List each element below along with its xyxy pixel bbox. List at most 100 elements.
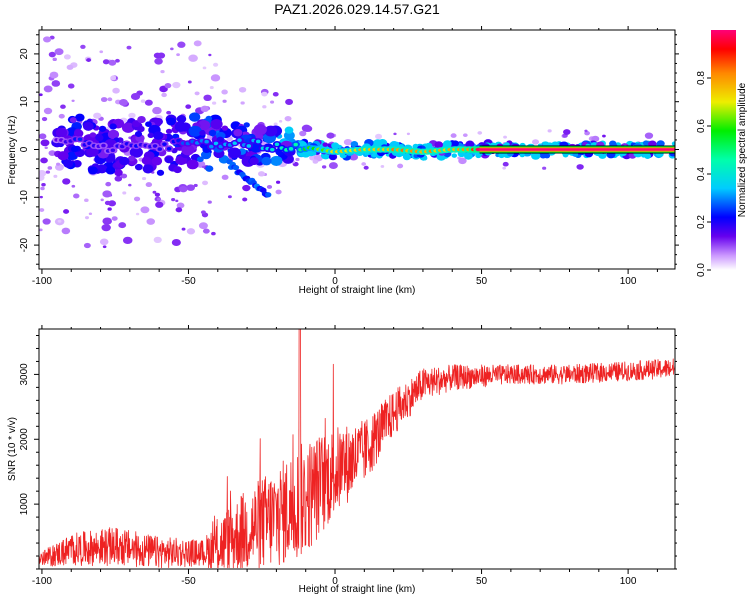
spectrogram-noise-blob [99, 50, 104, 54]
snr-x-tick-label: -100 [32, 576, 52, 587]
spectrogram-noise-blob [164, 83, 172, 89]
spectrogram-energy-blob [151, 156, 163, 166]
colorbar-tick-label: 0.2 [696, 215, 707, 229]
spectrogram-noise-blob [107, 97, 113, 102]
spectrogram-noise-blob [542, 166, 547, 170]
spectrogram-noise-blob [41, 182, 46, 187]
spectrogram-energy-blob [119, 156, 130, 166]
colorbar-tick-label: 0.6 [696, 119, 707, 133]
snr-series-line [39, 329, 675, 569]
spectrogram-noise-blob [266, 184, 273, 189]
spectrogram-noise-blob [193, 183, 198, 188]
spectrogram-x-tick-label: -100 [32, 276, 52, 287]
spectrogram-noise-blob [591, 135, 600, 142]
snr-y-label: SNR (10 * v/v) [7, 417, 18, 481]
spectrogram-energy-blob [270, 155, 283, 166]
spectrogram-energy-blob [129, 146, 143, 158]
spectrogram-x-ticks: -100 -50 0 50 100 [32, 26, 658, 287]
spectrogram-noise-blob [285, 98, 294, 105]
spectrogram-noise-blob [39, 208, 45, 212]
spectrogram-noise-blob [272, 91, 279, 97]
spectrogram-noise-blob [133, 196, 141, 202]
spectrogram-noise-blob [211, 231, 216, 236]
spectrogram-energy-blob [671, 141, 675, 146]
spectrogram-energy-blob [233, 129, 243, 137]
spectrogram-energy-blob [86, 146, 99, 157]
spectrogram-y-tick-label: 10 [19, 96, 30, 108]
spectrogram-noise-blob [284, 115, 292, 122]
spectrogram-noise-blob [270, 100, 275, 104]
spectrogram-noise-blob [238, 86, 247, 93]
spectrogram-energy-blob [137, 116, 146, 124]
spectrogram-noise-blob [502, 166, 506, 170]
spectrogram-energy-blob [189, 112, 201, 122]
spectrogram-noise-blob [71, 99, 75, 103]
spectrogram-energy-blob [153, 131, 164, 140]
spectrogram-energy-blob [166, 117, 176, 126]
spectrogram-energy-blob [142, 164, 154, 174]
spectrogram-ridge-core [209, 144, 214, 149]
spectrogram-y-tick-label: -10 [19, 190, 30, 205]
spectrogram-energy-blob [205, 165, 214, 172]
colorbar-tick-label: 0.8 [696, 71, 707, 85]
spectrogram-energy-blob [350, 141, 359, 148]
spectrogram-noise-blob [301, 124, 312, 132]
spectrogram-noise-blob [160, 69, 165, 74]
spectrogram-energy-blob [531, 151, 541, 160]
spectrogram-noise-blob [108, 59, 117, 66]
spectrogram-noise-blob [40, 139, 50, 147]
spectrogram-noise-blob [275, 189, 282, 195]
spectrogram-noise-blob [120, 173, 128, 179]
snr-x-tick-label: 100 [620, 576, 637, 587]
colorbar-tick-label: 0.0 [696, 263, 707, 277]
spectrogram-ridge-core [246, 144, 252, 148]
spectrogram-energy-blob [114, 169, 123, 177]
spectrogram-ridge-core [162, 142, 167, 146]
spectrogram-noise-blob [145, 182, 153, 188]
spectrogram-noise-blob [155, 201, 164, 208]
spectrogram-energy-blob [174, 121, 187, 132]
spectrogram-noise-blob [122, 191, 127, 195]
spectrogram-noise-blob [43, 36, 52, 43]
spectrogram-noise-blob [111, 216, 118, 221]
spectrogram-noise-blob [102, 190, 112, 198]
snr-x-label: Height of straight line (km) [299, 584, 416, 595]
spectrogram-ridge-core [255, 139, 261, 144]
spectrogram-noise-blob [212, 62, 219, 67]
spectrogram-noise-blob [62, 178, 71, 185]
spectrogram-noise-blob [86, 58, 92, 62]
spectrogram-noise-blob [186, 228, 196, 235]
spectrogram-noise-blob [63, 209, 70, 214]
spectrogram-noise-blob [99, 238, 109, 246]
spectrogram-noise-blob [39, 93, 43, 97]
spectrogram-energy-blob [70, 146, 79, 153]
spectrogram-noise-blob [112, 87, 120, 94]
spectrogram-noise-blob [104, 200, 111, 206]
spectrogram-noise-blob [63, 54, 71, 60]
spectrogram-ridge-core [166, 146, 172, 151]
spectrogram-noise-blob [262, 105, 267, 109]
spectrogram-energy-blob [121, 122, 135, 133]
snr-y-tick-label: 2000 [19, 428, 30, 451]
spectrogram-noise-blob [203, 94, 212, 102]
spectrogram-noise-blob [84, 216, 90, 220]
spectrogram-energy-blob [465, 140, 475, 148]
spectrogram-noise-blob [128, 183, 132, 187]
spectrogram-energy-blob [186, 159, 199, 170]
spectrogram-noise-blob [154, 192, 161, 197]
spectrogram-energy-blob [73, 129, 84, 138]
spectrogram-energy-blob [145, 121, 152, 127]
spectrogram-noise-blob [176, 53, 180, 57]
spectrogram-noise-blob [644, 132, 654, 139]
spectrogram-noise-blob [128, 112, 136, 119]
spectrogram-energy-blob [283, 130, 295, 141]
spectrogram-noise-blob [273, 122, 278, 126]
spectrogram-noise-blob [171, 198, 176, 202]
snr-x-ticks: -100 -50 0 50 100 [32, 325, 658, 587]
spectrogram-y-label: Frequency (Hz) [7, 116, 18, 185]
spectrogram-energy-blob [98, 125, 107, 132]
snr-x-tick-label: 0 [332, 576, 338, 587]
spectrogram-noise-blob [208, 53, 212, 57]
spectrogram-energy-blob [82, 121, 94, 131]
